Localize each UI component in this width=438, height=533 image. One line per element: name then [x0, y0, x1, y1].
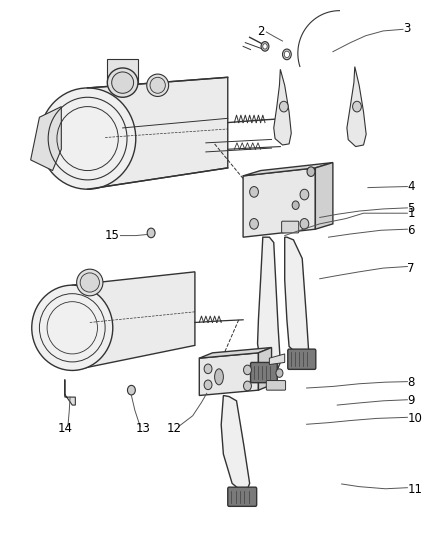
FancyBboxPatch shape	[266, 381, 286, 390]
Polygon shape	[221, 395, 250, 494]
Text: 11: 11	[407, 483, 422, 496]
Ellipse shape	[107, 68, 138, 98]
Circle shape	[250, 219, 258, 229]
Ellipse shape	[80, 273, 99, 292]
Polygon shape	[88, 77, 228, 189]
Text: 13: 13	[136, 422, 151, 435]
Circle shape	[300, 219, 309, 229]
Polygon shape	[107, 59, 138, 83]
FancyBboxPatch shape	[251, 362, 277, 383]
Polygon shape	[199, 348, 272, 358]
Polygon shape	[347, 67, 366, 147]
Circle shape	[284, 51, 290, 58]
Text: 8: 8	[407, 376, 415, 389]
Ellipse shape	[32, 285, 113, 370]
Circle shape	[279, 101, 288, 112]
Polygon shape	[65, 379, 75, 405]
Polygon shape	[243, 168, 315, 237]
Polygon shape	[243, 163, 333, 176]
Circle shape	[283, 49, 291, 60]
Ellipse shape	[112, 72, 134, 93]
Polygon shape	[274, 69, 291, 145]
Text: 6: 6	[407, 224, 415, 237]
Ellipse shape	[39, 88, 136, 189]
FancyBboxPatch shape	[228, 487, 257, 506]
Circle shape	[204, 380, 212, 390]
Circle shape	[300, 189, 309, 200]
Circle shape	[244, 381, 251, 391]
Circle shape	[147, 228, 155, 238]
FancyBboxPatch shape	[282, 221, 299, 233]
Text: 2: 2	[258, 26, 265, 38]
Polygon shape	[269, 354, 285, 365]
Polygon shape	[258, 348, 272, 390]
Polygon shape	[31, 107, 61, 171]
Ellipse shape	[77, 269, 103, 296]
Circle shape	[127, 385, 135, 395]
Text: 14: 14	[58, 422, 73, 435]
Text: 4: 4	[407, 180, 415, 193]
Ellipse shape	[215, 369, 223, 385]
Circle shape	[261, 42, 269, 51]
Text: 9: 9	[407, 394, 415, 407]
Ellipse shape	[147, 74, 169, 96]
Polygon shape	[285, 237, 309, 361]
Polygon shape	[258, 237, 280, 373]
Polygon shape	[72, 272, 195, 370]
Text: 15: 15	[105, 229, 120, 242]
Polygon shape	[199, 353, 258, 395]
Text: 5: 5	[407, 203, 415, 215]
Text: 7: 7	[407, 262, 415, 274]
Circle shape	[276, 369, 283, 377]
Circle shape	[244, 365, 251, 375]
Text: 3: 3	[403, 22, 410, 35]
Circle shape	[204, 364, 212, 374]
Circle shape	[353, 101, 361, 112]
Text: 10: 10	[407, 412, 422, 425]
Circle shape	[292, 201, 299, 209]
Ellipse shape	[150, 77, 166, 93]
Circle shape	[263, 44, 267, 49]
Circle shape	[307, 167, 315, 176]
FancyBboxPatch shape	[288, 349, 316, 369]
Text: 1: 1	[407, 207, 415, 220]
Text: 12: 12	[166, 422, 181, 435]
Polygon shape	[315, 163, 333, 229]
Circle shape	[250, 187, 258, 197]
